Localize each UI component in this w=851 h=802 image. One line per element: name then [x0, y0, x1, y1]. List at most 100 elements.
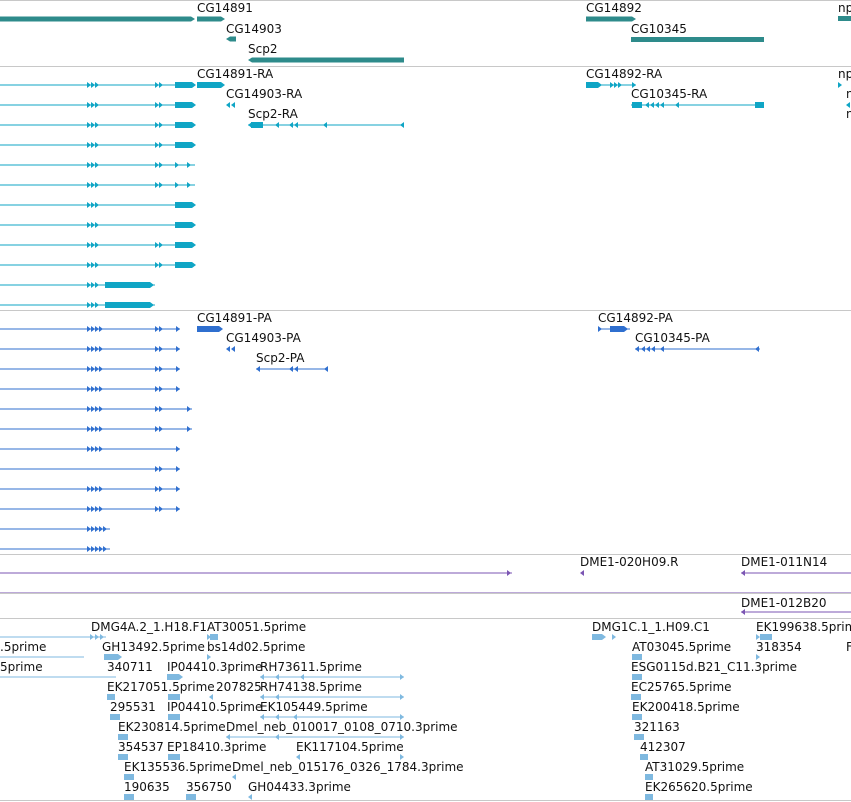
exon-block[interactable]	[632, 102, 642, 108]
strand-arrow-right-icon[interactable]	[614, 82, 618, 88]
strand-arrow-right-icon[interactable]	[87, 102, 91, 108]
strand-arrow-left-icon[interactable]	[741, 570, 745, 576]
strand-arrow-right-icon[interactable]	[632, 82, 636, 88]
strand-arrow-left-icon[interactable]	[635, 346, 639, 352]
strand-arrow-right-icon[interactable]	[95, 506, 99, 512]
est-label[interactable]: EK199638.5prime	[756, 620, 851, 634]
strand-arrow-right-icon[interactable]	[99, 406, 103, 412]
strand-arrow-left-icon[interactable]	[260, 694, 264, 700]
est-label[interactable]: DMG4A.2_1.H18.F1	[91, 620, 208, 634]
strand-arrow-left-icon[interactable]	[646, 346, 650, 352]
strand-arrow-right-icon[interactable]	[91, 326, 95, 332]
strand-arrow-right-icon[interactable]	[159, 506, 163, 512]
strand-arrow-right-icon[interactable]	[95, 526, 99, 532]
gene-span[interactable]	[586, 16, 636, 22]
strand-arrow-left-icon[interactable]	[650, 102, 654, 108]
strand-arrow-left-icon[interactable]	[226, 102, 230, 108]
strand-arrow-right-icon[interactable]	[598, 82, 602, 88]
est-label[interactable]: .5prime	[0, 640, 47, 654]
strand-arrow-left-icon[interactable]	[289, 122, 293, 128]
strand-arrow-right-icon[interactable]	[176, 326, 180, 332]
strand-arrow-left-icon[interactable]	[260, 674, 264, 680]
strand-arrow-right-icon[interactable]	[95, 102, 99, 108]
transcript-label[interactable]: np	[838, 67, 851, 81]
strand-arrow-right-icon[interactable]	[187, 406, 191, 412]
strand-arrow-right-icon[interactable]	[95, 386, 99, 392]
exon-block[interactable]	[632, 654, 642, 660]
exon-block[interactable]	[632, 714, 642, 720]
strand-arrow-left-icon[interactable]	[846, 102, 850, 108]
strand-arrow-right-icon[interactable]	[155, 122, 159, 128]
strand-arrow-right-icon[interactable]	[400, 714, 404, 720]
gene-span[interactable]	[248, 57, 404, 63]
strand-arrow-right-icon[interactable]	[87, 546, 91, 552]
exon-block[interactable]	[634, 734, 644, 740]
strand-arrow-right-icon[interactable]	[91, 406, 95, 412]
strand-arrow-right-icon[interactable]	[602, 634, 606, 640]
strand-arrow-left-icon[interactable]	[289, 366, 293, 372]
strand-arrow-left-icon[interactable]	[275, 122, 279, 128]
strand-arrow-right-icon[interactable]	[95, 162, 99, 168]
est-label[interactable]: Dmel_neb_015176_0326_1784.3prime	[232, 760, 464, 774]
transcript-label[interactable]: CG14903-RA	[226, 87, 303, 101]
strand-arrow-right-icon[interactable]	[95, 242, 99, 248]
strand-arrow-right-icon[interactable]	[95, 366, 99, 372]
strand-arrow-right-icon[interactable]	[176, 466, 180, 472]
strand-arrow-right-icon[interactable]	[176, 346, 180, 352]
strand-arrow-right-icon[interactable]	[95, 182, 99, 188]
strand-arrow-right-icon[interactable]	[91, 282, 95, 288]
est-label[interactable]: AT03045.5prime	[632, 640, 732, 654]
strand-arrow-right-icon[interactable]	[155, 506, 159, 512]
est-label[interactable]: 5prime	[0, 660, 43, 674]
strand-arrow-left-icon[interactable]	[231, 346, 235, 352]
strand-arrow-right-icon[interactable]	[187, 182, 191, 188]
exon-block[interactable]	[168, 694, 180, 700]
strand-arrow-right-icon[interactable]	[87, 122, 91, 128]
strand-arrow-right-icon[interactable]	[155, 406, 159, 412]
strand-arrow-right-icon[interactable]	[187, 426, 191, 432]
exon-block[interactable]	[107, 694, 115, 700]
strand-arrow-right-icon[interactable]	[95, 486, 99, 492]
est-label[interactable]: EK135536.5prime	[124, 760, 232, 774]
exon-block[interactable]	[118, 754, 128, 760]
transcript-label[interactable]: CG14892-RA	[586, 67, 663, 81]
exon-block[interactable]	[586, 82, 598, 88]
strand-arrow-left-icon[interactable]	[645, 102, 649, 108]
strand-arrow-right-icon[interactable]	[175, 162, 179, 168]
strand-arrow-left-icon[interactable]	[400, 122, 404, 128]
strand-arrow-left-icon[interactable]	[580, 570, 584, 576]
est-label[interactable]: IP04410.3prime	[167, 660, 263, 674]
protein-label[interactable]: CG14903-PA	[226, 331, 301, 345]
exon-block[interactable]	[175, 202, 192, 208]
strand-arrow-left-icon[interactable]	[275, 674, 279, 680]
strand-arrow-right-icon[interactable]	[176, 366, 180, 372]
strand-arrow-right-icon[interactable]	[91, 162, 95, 168]
gene-label[interactable]: CG14892	[586, 1, 642, 15]
est-label[interactable]: EK217051.5prime	[107, 680, 215, 694]
strand-arrow-right-icon[interactable]	[99, 366, 103, 372]
strand-arrow-right-icon[interactable]	[91, 182, 95, 188]
exon-block[interactable]	[105, 282, 150, 288]
strand-arrow-right-icon[interactable]	[95, 426, 99, 432]
strand-arrow-right-icon[interactable]	[91, 446, 95, 452]
strand-arrow-right-icon[interactable]	[99, 386, 103, 392]
strand-arrow-right-icon[interactable]	[179, 674, 183, 680]
est-label[interactable]: 412307	[640, 740, 686, 754]
strand-arrow-right-icon[interactable]	[400, 734, 404, 740]
strand-arrow-right-icon[interactable]	[155, 242, 159, 248]
strand-arrow-left-icon[interactable]	[293, 714, 297, 720]
strand-arrow-left-icon[interactable]	[323, 122, 327, 128]
exon-block[interactable]	[175, 102, 192, 108]
strand-arrow-right-icon[interactable]	[87, 366, 91, 372]
strand-arrow-right-icon[interactable]	[91, 122, 95, 128]
strand-arrow-left-icon[interactable]	[209, 694, 213, 700]
est-label[interactable]: AT31029.5prime	[645, 760, 745, 774]
strand-arrow-right-icon[interactable]	[91, 526, 95, 532]
strand-arrow-left-icon[interactable]	[275, 714, 279, 720]
exon-block[interactable]	[110, 714, 120, 720]
strand-arrow-right-icon[interactable]	[99, 526, 103, 532]
transcript-label[interactable]: CG10345-RA	[631, 87, 708, 101]
strand-arrow-right-icon[interactable]	[159, 346, 163, 352]
strand-arrow-right-icon[interactable]	[99, 446, 103, 452]
strand-arrow-right-icon[interactable]	[159, 142, 163, 148]
